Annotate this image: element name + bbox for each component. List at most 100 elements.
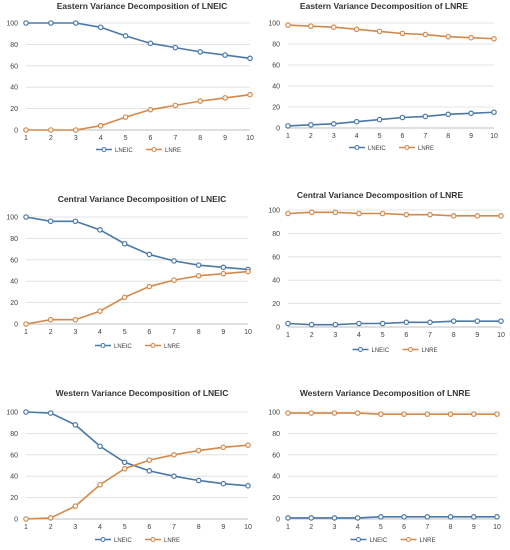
legend-label: LNEIC	[114, 344, 132, 350]
y-tick-label: 20	[10, 300, 18, 307]
legend-item-lnre: LNRE	[399, 144, 434, 152]
legend-swatch-marker	[100, 342, 106, 349]
data-point-lnre	[308, 410, 315, 416]
y-tick-label: 40	[10, 279, 18, 286]
legend-item-lneic: LNEIC	[95, 342, 132, 350]
legend-item-lneic: LNEIC	[350, 536, 388, 544]
data-point-lnre	[97, 481, 103, 488]
data-point-lneic	[197, 49, 204, 55]
y-tick-label: 100	[6, 410, 18, 417]
x-tick-label: 7	[425, 524, 429, 531]
y-tick-label: 40	[272, 278, 280, 285]
data-point-lneic	[222, 52, 228, 58]
data-point-lneic	[494, 514, 500, 520]
x-tick-label: 10	[244, 329, 252, 336]
data-point-lneic	[332, 321, 339, 328]
x-tick-label: 1	[286, 524, 290, 531]
data-point-lnre	[172, 102, 179, 109]
y-tick-label: 100	[6, 215, 18, 222]
legend-item-lneic: LNEIC	[96, 146, 133, 154]
y-tick-label: 80	[10, 236, 18, 243]
series-line-lneic	[25, 216, 249, 271]
legend-label: LNEIC	[372, 348, 390, 354]
chart-title: Eastern Variance Decomposition of LNRE	[300, 1, 468, 11]
data-point-lneic	[474, 318, 481, 324]
data-point-lneic	[403, 319, 410, 326]
data-point-lnre	[171, 277, 177, 283]
series-line-lnre	[287, 211, 501, 217]
data-point-lneic	[285, 123, 291, 129]
x-tick-label: 6	[404, 332, 408, 339]
data-point-lnre	[122, 114, 129, 120]
data-point-lnre	[23, 127, 29, 133]
data-point-lneic	[450, 318, 457, 324]
data-point-lnre	[171, 451, 177, 458]
x-tick-label: 3	[333, 332, 337, 339]
legend-label: LNEIC	[115, 148, 133, 154]
data-point-lnre	[356, 210, 362, 217]
data-point-lnre	[422, 31, 429, 38]
x-tick-label: 8	[452, 332, 456, 339]
data-point-lneic	[491, 109, 497, 116]
y-tick-label: 80	[272, 431, 280, 438]
x-tick-label: 8	[446, 133, 450, 140]
y-tick-label: 100	[268, 410, 280, 417]
chart-panel-6: Western Variance Decomposition of LNRE 0 2…	[268, 388, 501, 544]
legend-label: LNRE	[418, 146, 434, 152]
data-point-lneic	[171, 473, 177, 480]
y-tick-label: 0	[14, 322, 18, 329]
x-tick-label: 1	[286, 133, 290, 140]
series-line-lneic	[25, 411, 249, 487]
x-tick-label: 2	[49, 135, 53, 142]
x-tick-label: 1	[286, 332, 290, 339]
data-point-lneic	[195, 477, 202, 484]
legend-item-lnre: LNRE	[145, 342, 180, 350]
y-tick-label: 40	[10, 474, 18, 481]
chart-panel-1: Eastern Variance Decomposition of LNEIC 0…	[6, 1, 254, 154]
x-tick-label: 4	[355, 133, 359, 140]
data-point-lnre	[285, 210, 291, 217]
x-tick-label: 2	[309, 524, 313, 531]
x-tick-label: 10	[493, 524, 501, 531]
data-point-lneic	[470, 514, 477, 520]
y-tick-label: 0	[276, 517, 280, 524]
x-tick-label: 7	[172, 329, 176, 336]
y-tick-label: 60	[10, 452, 18, 459]
data-point-lnre	[379, 210, 386, 217]
x-tick-label: 7	[428, 332, 432, 339]
legend-label: LNRE	[164, 538, 180, 544]
data-point-lnre	[23, 321, 29, 327]
data-point-lnre	[146, 457, 153, 463]
y-tick-label: 40	[272, 474, 280, 481]
data-point-lnre	[245, 442, 251, 448]
data-point-lneic	[285, 320, 291, 327]
data-point-lnre	[197, 98, 204, 104]
series-line-lneic	[287, 320, 501, 326]
data-point-lnre	[330, 24, 337, 31]
legend-label: LNRE	[165, 148, 181, 154]
x-tick-label: 3	[332, 524, 336, 531]
data-point-lneic	[245, 483, 251, 489]
x-tick-label: 8	[449, 524, 453, 531]
data-point-lnre	[97, 308, 103, 314]
legend-swatch-marker	[355, 536, 362, 543]
x-tick-label: 8	[198, 135, 202, 142]
legend-item-lneic: LNEIC	[352, 346, 390, 354]
data-point-lneic	[356, 320, 362, 327]
data-point-lneic	[247, 55, 253, 62]
x-tick-label: 7	[173, 135, 177, 142]
legend-item-lneic: LNEIC	[349, 144, 386, 152]
data-point-lneic	[122, 33, 129, 39]
data-point-lneic	[97, 227, 103, 233]
data-point-lnre	[308, 209, 315, 216]
x-tick-label: 10	[497, 332, 505, 339]
data-point-lnre	[97, 122, 104, 129]
data-point-lneic	[424, 514, 431, 520]
data-point-lneic	[121, 240, 128, 247]
data-point-lnre	[450, 213, 457, 219]
y-tick-label: 0	[276, 325, 280, 332]
data-point-lnre	[72, 316, 79, 323]
data-point-lneic	[23, 20, 29, 26]
y-tick-label: 0	[276, 126, 280, 133]
